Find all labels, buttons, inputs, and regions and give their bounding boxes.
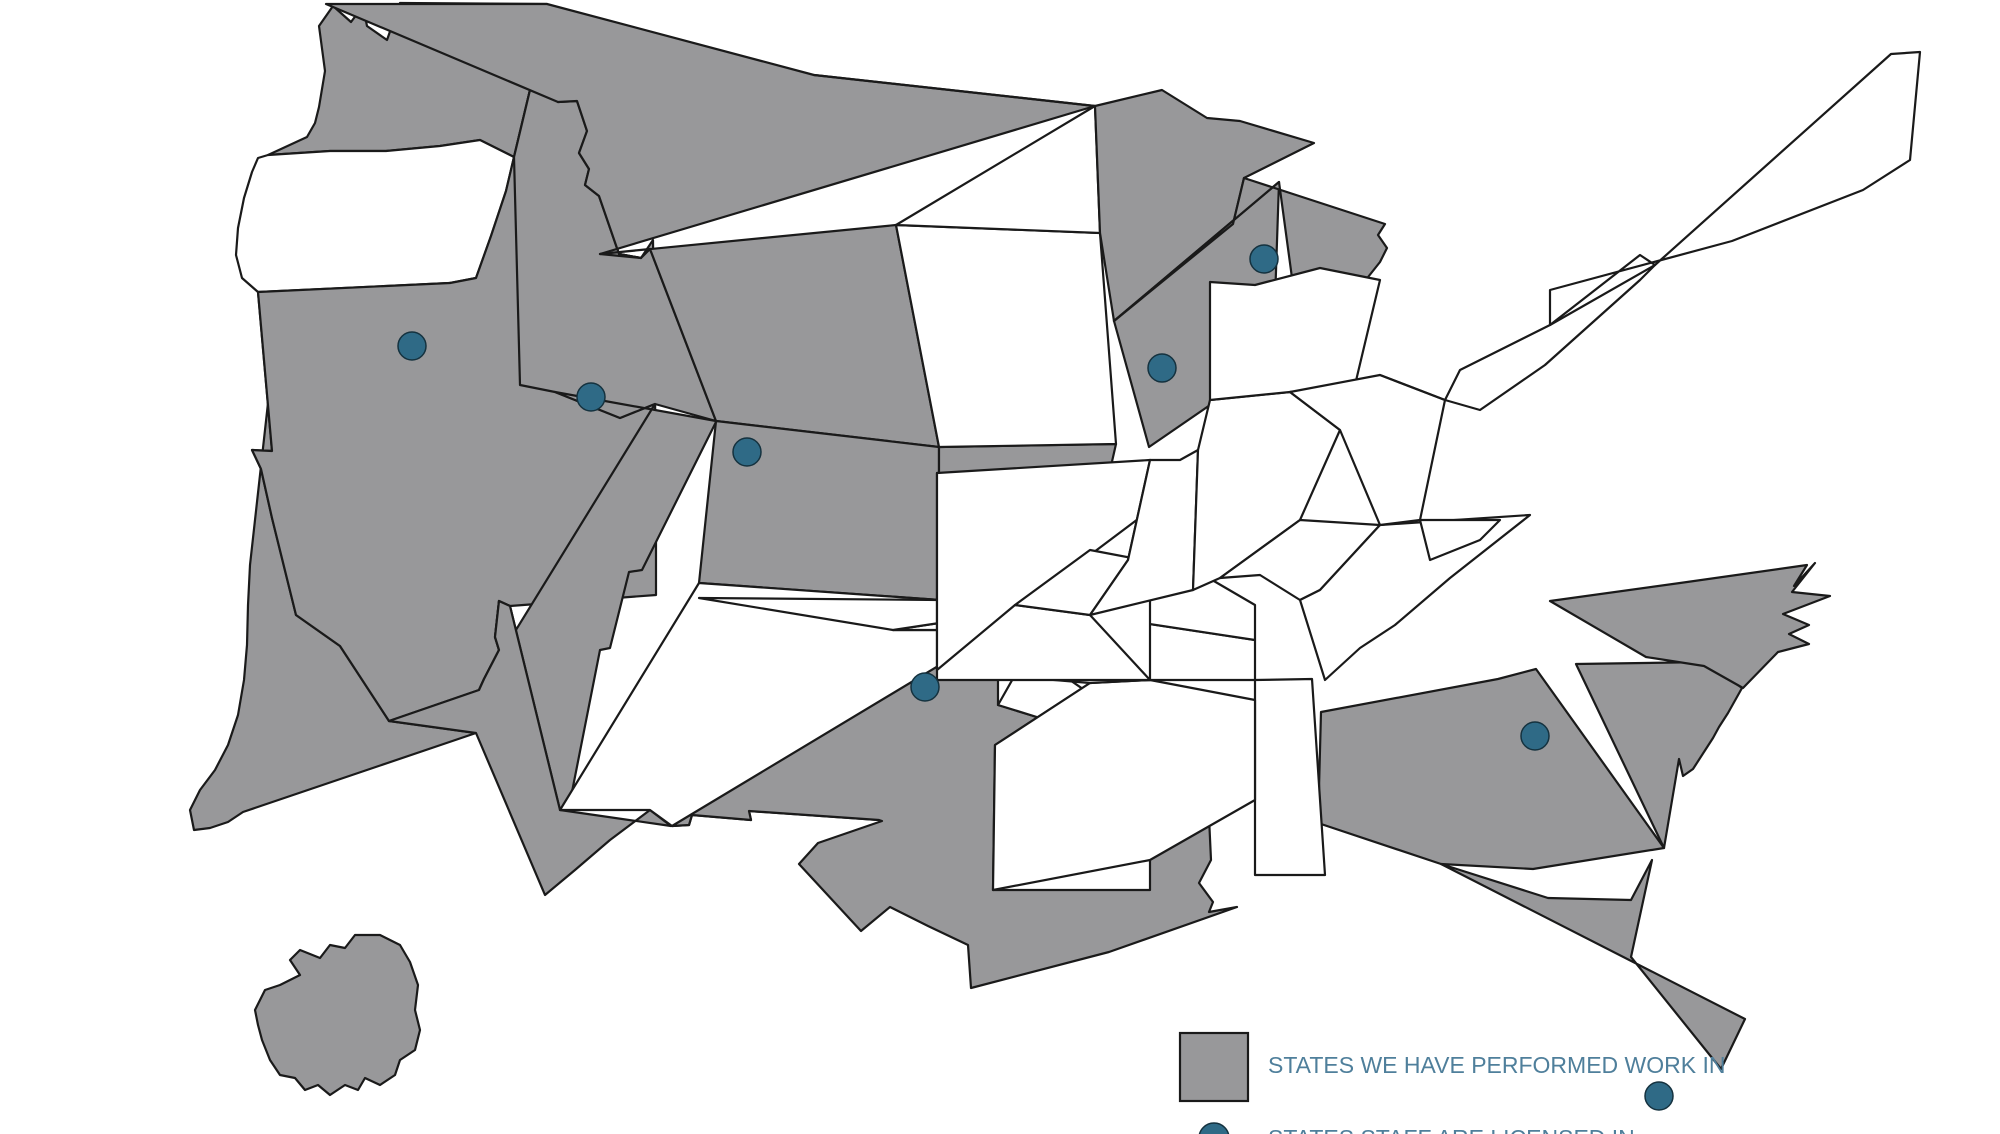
svg-text:STATES STAFF ARE LICENSED IN: STATES STAFF ARE LICENSED IN [1268, 1125, 1635, 1134]
svg-text:STATES WE HAVE PERFORMED WORK: STATES WE HAVE PERFORMED WORK IN [1268, 1052, 1725, 1078]
